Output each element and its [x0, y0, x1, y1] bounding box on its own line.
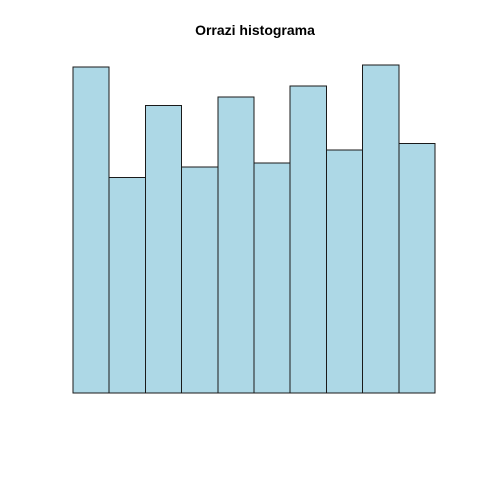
histogram-bar-1 [72, 66, 110, 394]
histogram-bar-2 [108, 177, 146, 394]
histogram-bar-10 [398, 143, 436, 394]
histogram-bar-5 [217, 96, 255, 394]
histogram-bar-7 [289, 85, 327, 394]
histogram-bar-4 [181, 166, 219, 394]
histogram-bar-8 [325, 149, 364, 394]
histogram-bar-6 [253, 162, 291, 394]
chart-title: Orrazi histograma [195, 22, 315, 38]
histogram-bar-9 [362, 64, 400, 394]
histogram-bar-3 [144, 104, 183, 394]
histogram-bars [72, 64, 436, 394]
